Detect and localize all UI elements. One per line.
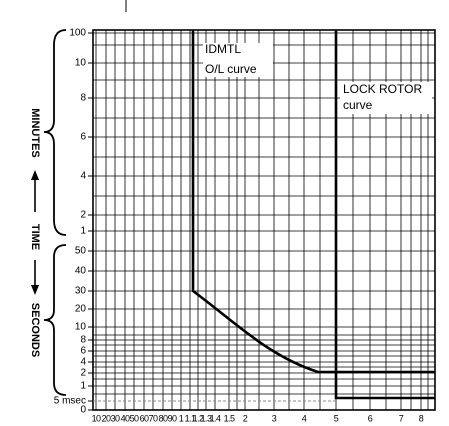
- x-tick-label: 8: [419, 413, 424, 423]
- y-tick-label: 30: [75, 286, 87, 297]
- x-tick-label: 2: [243, 413, 248, 423]
- y-tick-label: 20: [75, 304, 87, 315]
- y-tick-label: 1: [80, 381, 86, 392]
- annotation: curve: [343, 98, 373, 112]
- y-tick-label: 50: [75, 246, 87, 257]
- x-tick-label: 4: [302, 413, 307, 423]
- x-tick-label: 50: [130, 413, 139, 423]
- lock-rotor-curve: [334, 30, 435, 400]
- annotation: O/L curve: [205, 62, 257, 76]
- y-tick-label: 10: [75, 58, 87, 69]
- x-tick-label: 1.1: [185, 413, 196, 423]
- y-tick-label: 1: [80, 226, 86, 237]
- y-tick-label: 5 msec: [54, 396, 86, 407]
- x-tick-label: 90: [168, 413, 177, 423]
- y-tick-label: 6: [80, 132, 86, 143]
- plot-frame: [92, 29, 436, 411]
- x-tick-label: 10: [92, 413, 101, 423]
- x-tick-label: 5: [334, 413, 339, 423]
- y-tick-label: 0: [80, 405, 86, 416]
- x-tick-label: 80: [159, 413, 168, 423]
- y-tick-label: 4: [80, 357, 86, 368]
- y-tick-label: 2: [80, 210, 86, 221]
- y-tick-label: 100: [69, 28, 86, 39]
- idmtl-curve: [191, 30, 435, 374]
- x-tick-label: 1: [179, 413, 184, 423]
- x-tick-label: 7: [399, 413, 404, 423]
- annotation: IDMTL: [205, 42, 241, 56]
- brace: [43, 244, 67, 396]
- axis-title: SECONDS: [29, 303, 41, 357]
- axis-title: TIME: [29, 224, 41, 250]
- y-tick-label: 6: [80, 346, 86, 357]
- annotation: LOCK ROTOR: [343, 82, 422, 96]
- x-tick-label: 1.3: [201, 413, 212, 423]
- y-tick-label: 2: [80, 368, 86, 379]
- x-tick-label: 30: [111, 413, 120, 423]
- x-tick-label: 1.2: [193, 413, 204, 423]
- y-tick-label: 10: [75, 322, 87, 333]
- y-tick-label: 4: [80, 171, 86, 182]
- x-tick-label: 60: [140, 413, 149, 423]
- x-tick-label: 20: [102, 413, 111, 423]
- label-bg: [340, 82, 432, 114]
- x-tick-label: 40: [121, 413, 130, 423]
- arrow-head: [31, 170, 39, 180]
- x-tick-label: 70: [149, 413, 158, 423]
- y-tick-label: 8: [80, 93, 86, 104]
- y-tick-label: 8: [80, 335, 86, 346]
- x-tick-label: 1.4: [210, 413, 221, 423]
- x-tick-label: 6: [368, 413, 373, 423]
- label-bg: [203, 43, 273, 77]
- brace: [43, 29, 67, 236]
- x-tick-label: 3: [272, 413, 277, 423]
- axis-title: MINUTES: [29, 108, 41, 158]
- x-tick-label: 1.5: [224, 413, 235, 423]
- arrow-head: [31, 285, 39, 295]
- y-tick-label: 40: [75, 266, 87, 277]
